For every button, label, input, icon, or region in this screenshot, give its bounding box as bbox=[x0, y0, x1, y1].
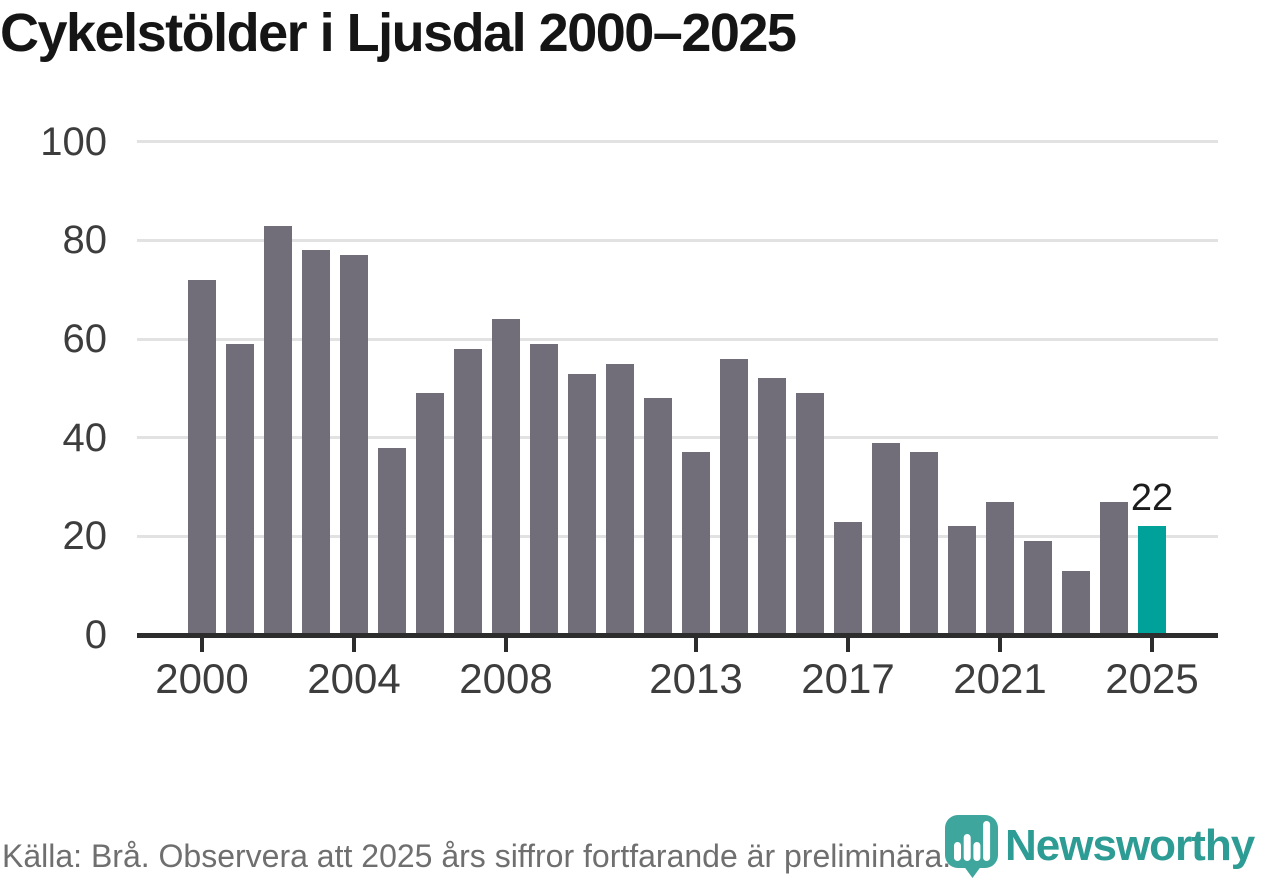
bar-2006 bbox=[415, 393, 445, 635]
y-tick-label-40: 40 bbox=[62, 415, 108, 460]
bar-2005 bbox=[377, 447, 407, 635]
data-label-2025: 22 bbox=[1130, 477, 1174, 520]
x-tick-label-2021: 2021 bbox=[953, 655, 1047, 702]
bar-2018 bbox=[871, 442, 901, 635]
bar-2009 bbox=[529, 343, 559, 635]
y-tick-label-80: 80 bbox=[62, 218, 108, 263]
x-tick-2025 bbox=[1150, 637, 1154, 652]
x-tick-2013 bbox=[694, 637, 698, 652]
newsworthy-wordmark: Newsworthy bbox=[1005, 821, 1255, 870]
newsworthy-logo: Newsworthy bbox=[944, 814, 1255, 878]
x-tick-2000 bbox=[200, 637, 204, 652]
bar-2016 bbox=[795, 393, 825, 635]
bar-2014 bbox=[719, 358, 749, 635]
bar-2019 bbox=[909, 452, 939, 635]
y-tick-label-0: 0 bbox=[84, 613, 107, 657]
x-tick-2017 bbox=[846, 637, 850, 652]
x-axis-line bbox=[137, 633, 1218, 638]
bar-2024 bbox=[1099, 501, 1129, 635]
bar-2022 bbox=[1023, 541, 1053, 635]
x-tick-2021 bbox=[998, 637, 1002, 652]
chart-title: Cykelstölder i Ljusdal 2000–2025 bbox=[0, 3, 797, 63]
bar-2015 bbox=[757, 378, 787, 635]
bar-2007 bbox=[453, 348, 483, 635]
bar-2011 bbox=[605, 363, 635, 635]
bar-2021 bbox=[985, 501, 1015, 635]
bar-2013 bbox=[681, 452, 711, 635]
x-tick-label-2025: 2025 bbox=[1105, 655, 1199, 702]
bar-2010 bbox=[567, 373, 597, 635]
bar-2002 bbox=[263, 225, 293, 635]
bar-2001 bbox=[225, 343, 255, 635]
x-tick-label-2008: 2008 bbox=[459, 655, 553, 702]
x-tick-label-2013: 2013 bbox=[649, 655, 743, 702]
y-tick-label-60: 60 bbox=[62, 317, 108, 362]
gridline-y-40 bbox=[137, 436, 1218, 440]
y-tick-label-20: 20 bbox=[62, 514, 108, 559]
x-tick-2008 bbox=[504, 637, 508, 652]
gridline-y-60 bbox=[137, 337, 1218, 341]
gridline-y-80 bbox=[137, 238, 1218, 242]
gridline-y-100 bbox=[137, 140, 1218, 144]
gridline-y-20 bbox=[137, 534, 1218, 538]
bar-2023 bbox=[1061, 570, 1091, 635]
bar-2017 bbox=[833, 521, 863, 635]
bar-2012 bbox=[643, 398, 673, 635]
x-tick-2004 bbox=[352, 637, 356, 652]
bar-2000 bbox=[187, 279, 217, 635]
bar-2020 bbox=[947, 526, 977, 635]
newsworthy-bubble-chart-icon bbox=[945, 815, 998, 878]
bar-2003 bbox=[301, 250, 331, 635]
bar-2025 bbox=[1137, 526, 1167, 635]
x-tick-label-2004: 2004 bbox=[307, 655, 401, 702]
source-note: Källa: Brå. Observera att 2025 års siffr… bbox=[2, 838, 952, 874]
x-tick-label-2000: 2000 bbox=[155, 655, 249, 702]
y-tick-label-100: 100 bbox=[40, 119, 107, 164]
x-tick-label-2017: 2017 bbox=[801, 655, 895, 702]
bar-2004 bbox=[339, 255, 369, 635]
bar-2008 bbox=[491, 319, 521, 635]
